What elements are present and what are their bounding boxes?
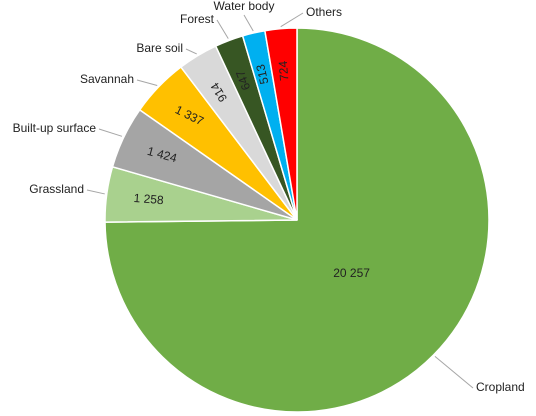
- data-label: 647: [233, 68, 253, 92]
- data-label: 20 257: [333, 266, 370, 280]
- pie-slice: [104, 27, 490, 413]
- category-label: Water body: [214, 0, 275, 13]
- data-label: 1 258: [133, 191, 164, 207]
- leader-line: [243, 14, 254, 32]
- category-label: Forest: [180, 12, 215, 26]
- leader-line: [136, 79, 158, 86]
- leader-line: [216, 19, 229, 39]
- data-label: 724: [276, 60, 292, 81]
- category-label: Bare soil: [136, 41, 183, 55]
- category-label: Built-up surface: [13, 121, 97, 135]
- leader-line: [185, 48, 197, 55]
- pie-slice: [264, 27, 298, 221]
- category-label: Grassland: [29, 182, 84, 196]
- leader-line: [86, 189, 105, 195]
- leader-line: [280, 12, 304, 28]
- category-label: Cropland: [476, 380, 525, 394]
- leader-line: [98, 128, 123, 137]
- leader-line: [434, 356, 474, 389]
- category-label: Savannah: [80, 72, 134, 86]
- data-label: 513: [253, 63, 271, 86]
- category-label: Others: [306, 5, 342, 19]
